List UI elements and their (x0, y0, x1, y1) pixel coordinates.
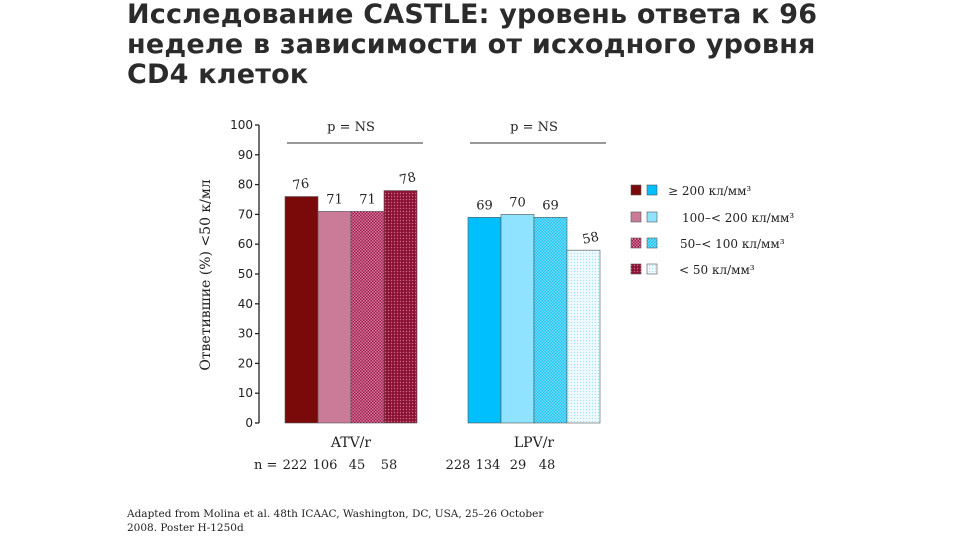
title-line-3: CD4 клеток (127, 59, 309, 90)
bar-value-label: 70 (509, 195, 526, 210)
bar (383, 190, 418, 424)
bar-group (284, 190, 601, 424)
n-value: 106 (313, 458, 338, 473)
bar (566, 249, 601, 424)
bar-value-label: 58 (581, 230, 600, 248)
chart-title: Исследование CASTLE: уровень ответа к 96… (127, 0, 927, 90)
bar (467, 217, 502, 424)
legend-swatch-atv (630, 263, 642, 275)
n-value: 222 (283, 458, 308, 473)
n-value: 45 (349, 458, 366, 473)
n-value: 228 (446, 458, 471, 473)
legend-swatch-lpv (646, 263, 658, 275)
y-tick-label: 10 (238, 386, 253, 400)
bar-value-label: 78 (398, 170, 417, 188)
p-value-label: p = NS (327, 120, 375, 135)
y-tick-label: 40 (238, 297, 253, 311)
source-note: Adapted from Molina et al. 48th ICAAC, W… (127, 507, 557, 535)
x-group-label: LPV/r (514, 435, 555, 451)
bar (350, 211, 385, 424)
bar (533, 217, 568, 424)
legend-swatch-atv (630, 237, 642, 249)
y-tick-label: 90 (238, 148, 253, 162)
bar-value-labels: 76 71 71 78 69 70 69 58 (292, 170, 601, 248)
y-axis-label: Ответившие (%) <50 к/мл (198, 179, 214, 370)
legend-label: 100–< 200 кл/мм³ (682, 211, 794, 225)
n-value: 58 (381, 458, 398, 473)
legend-swatch-atv (630, 184, 642, 196)
bar-value-label: 71 (326, 192, 343, 207)
n-value: 48 (539, 458, 556, 473)
bar-value-label: 69 (476, 198, 493, 213)
n-row: n = 222 106 45 58 228 134 29 48 (254, 458, 555, 473)
p-value-brackets: p = NS p = NS (287, 120, 606, 144)
x-axis-labels: ATV/r LPV/r (330, 435, 555, 451)
n-prefix: n = (254, 458, 277, 473)
y-tick-label: 20 (238, 356, 253, 370)
y-tick-label: 80 (238, 178, 253, 192)
legend-label: 50–< 100 кл/мм³ (680, 237, 785, 251)
p-value-label: p = NS (510, 120, 558, 135)
n-value: 29 (510, 458, 527, 473)
n-value: 134 (476, 458, 501, 473)
bar (317, 211, 352, 424)
source-line-1: Adapted from Molina et al. 48th ICAAC, W… (127, 508, 544, 520)
legend-swatch-atv (630, 211, 642, 223)
legend-label: < 50 кл/мм³ (679, 263, 755, 277)
y-tick-label: 0 (245, 416, 253, 430)
legend-swatch-lpv (646, 184, 658, 196)
bar-value-label: 76 (292, 176, 310, 193)
x-group-label: ATV/r (330, 435, 372, 451)
y-tick-label: 30 (238, 327, 253, 341)
y-tick-label: 100 (230, 118, 253, 132)
legend-swatch-lpv (646, 237, 658, 249)
source-line-2: 2008. Poster H-1250d (127, 522, 244, 534)
bar (284, 196, 319, 424)
y-tick-label: 50 (238, 267, 253, 281)
bar-value-label: 69 (542, 198, 559, 213)
title-line-2: неделе в зависимости от исходного уровня (127, 29, 816, 60)
legend-label: ≥ 200 кл/мм³ (668, 184, 751, 198)
bar (500, 214, 535, 424)
title-line-1: Исследование CASTLE: уровень ответа к 96 (127, 0, 818, 30)
legend: ≥ 200 кл/мм³ 100–< 200 кл/мм³ 50–< 100 кл/… (630, 184, 794, 277)
y-tick-label: 70 (238, 207, 253, 221)
legend-swatch-lpv (646, 211, 658, 223)
bar-value-label: 71 (359, 192, 376, 207)
y-axis: 0 10 20 30 40 50 60 70 80 90 100 (230, 118, 260, 430)
y-tick-label: 60 (238, 237, 253, 251)
